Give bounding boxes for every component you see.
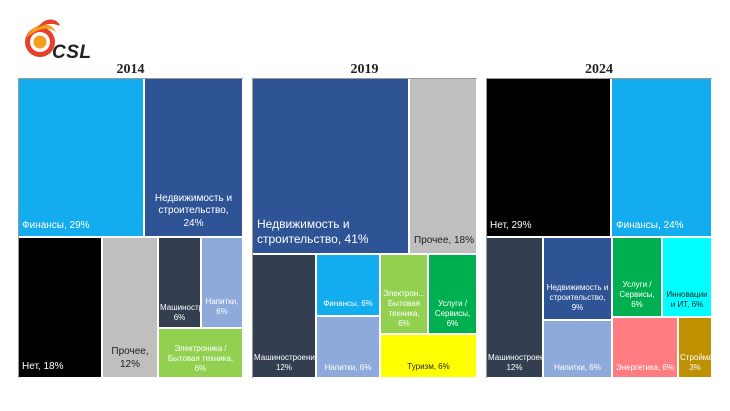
tile-label: Напитки, 6% [554,363,601,372]
tile-none: Нет, 18% [19,238,103,379]
tile-building-materials: Стройматериалы, 3% [679,318,713,379]
chart-title-2019: 2019 [350,62,379,77]
logo-text: CSL [52,42,92,63]
tile-label: Нет, 29% [490,219,532,231]
tile-services: Услуги / Сервисы, 6% [429,255,478,335]
tile-label: Финансы, 29% [22,219,90,231]
tile-label: Услуги / Сервисы, 6% [434,299,471,328]
tile-label: Машиностроение, 12% [254,353,317,372]
tile-finance: Финансы, 6% [317,255,381,317]
tile-beverages: Напитки, 6% [544,321,613,379]
tile-label: Энергетика, 6% [615,363,675,372]
tile-label: Электроника / Бытовая техника, 6% [167,344,234,373]
tile-machinery: Машиностроение, 12% [253,255,317,379]
tile-real-estate: Недвижимость и строительство, 41% [253,79,410,255]
tile-label: Машиностроение, 6% [160,303,200,322]
tile-none: Нет, 29% [487,79,612,238]
tile-machinery: Машиностроение, 6% [159,238,202,329]
tile-services: Услуги / Сервисы, 6% [613,238,663,318]
tile-label: Стройматериалы, 3% [680,353,713,372]
tile-other: Прочее, 12% [103,238,159,379]
tile-beverages: Напитки, 6% [202,238,244,329]
tile-finance: Финансы, 29% [19,79,145,238]
tile-label: Туризм, 6% [407,362,450,371]
tile-real-estate: Недвижимость и строительство, 24% [145,79,244,238]
tile-label: Напитки, 6% [324,363,372,372]
tile-label: Напитки, 6% [205,297,239,316]
tile-label: Услуги / Сервисы, 6% [619,280,655,309]
tile-energy: Энергетика, 6% [613,318,679,379]
tile-finance: Финансы, 24% [612,79,713,238]
tile-label: Финансы, 24% [616,219,684,231]
treemap-2014: Финансы, 29% Недвижимость и строительств… [18,78,244,379]
tile-label: Финансы, 6% [323,299,373,308]
tile-machinery: Машиностроение, 12% [487,238,544,379]
tile-label: Нет, 18% [22,360,64,372]
tile-beverages: Напитки, 6% [317,317,381,379]
chart-title-2014: 2014 [116,62,145,77]
tile-other: Прочее, 18% [410,79,478,255]
tile-innovation-it: Инновации и ИТ, 6% [663,238,713,318]
tile-real-estate: Недвижимость и строительство, 9% [544,238,613,321]
tile-label: Недвижимость и строительство, 9% [546,283,609,312]
tile-electronics: Электрон... Бытовая техника, 6% [381,255,429,335]
chart-title-2024: 2024 [585,62,613,77]
tile-label: Машиностроение, 12% [488,353,544,372]
tile-label: Инновации и ИТ, 6% [666,290,708,309]
tile-label: Прочее, 12% [111,346,149,370]
treemap-2024: Нет, 29% Финансы, 24% Машиностроение, 12… [486,78,713,379]
tile-electronics: Электроника / Бытовая техника, 6% [159,329,244,379]
tile-tourism: Туризм, 6% [381,335,478,379]
treemap-2019: Недвижимость и строительство, 41% Прочее… [252,78,478,379]
tile-label: Электрон... Бытовая техника, 6% [383,289,425,328]
tile-label: Недвижимость и строительство, 24% [154,192,233,229]
tile-label: Прочее, 18% [414,234,474,246]
tile-label: Недвижимость и строительство, 41% [257,217,369,246]
csl-logo-icon [25,19,60,57]
